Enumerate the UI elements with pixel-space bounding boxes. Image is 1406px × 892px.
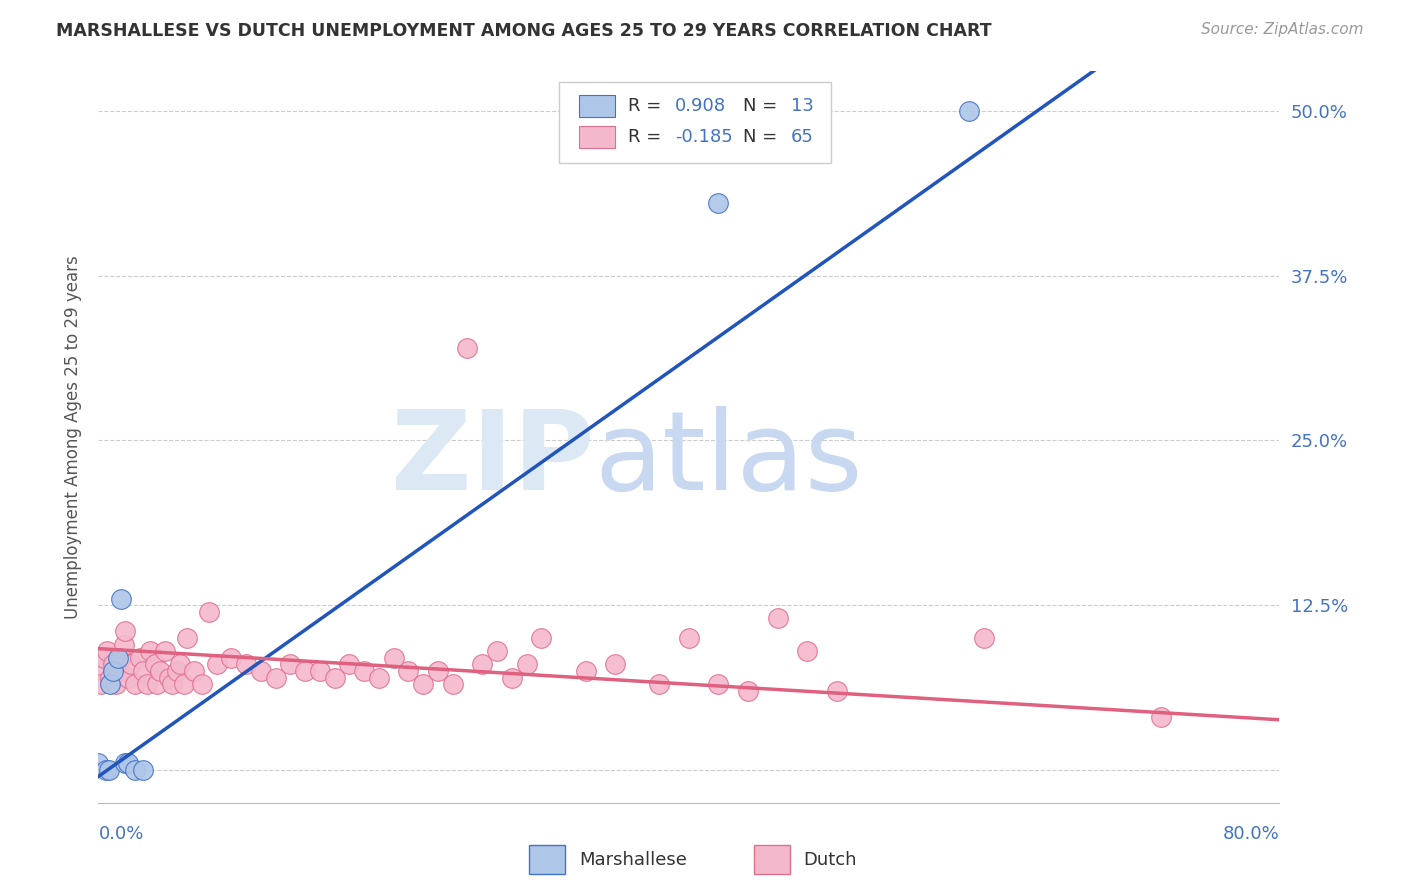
Point bbox=[309, 664, 332, 678]
Point bbox=[294, 664, 316, 678]
Point bbox=[766, 611, 789, 625]
Text: 13: 13 bbox=[790, 97, 814, 115]
Point bbox=[323, 671, 346, 685]
Point bbox=[456, 341, 478, 355]
Point bbox=[124, 763, 146, 777]
Point bbox=[825, 683, 848, 698]
Text: 0.908: 0.908 bbox=[675, 97, 725, 115]
Point bbox=[128, 650, 150, 665]
Text: 0.0%: 0.0% bbox=[98, 825, 143, 843]
Point bbox=[198, 605, 221, 619]
Point bbox=[143, 657, 166, 672]
Point bbox=[183, 664, 205, 678]
Point bbox=[132, 664, 155, 678]
Point bbox=[87, 664, 110, 678]
Text: R =: R = bbox=[627, 97, 666, 115]
Text: 80.0%: 80.0% bbox=[1223, 825, 1279, 843]
Text: MARSHALLESE VS DUTCH UNEMPLOYMENT AMONG AGES 25 TO 29 YEARS CORRELATION CHART: MARSHALLESE VS DUTCH UNEMPLOYMENT AMONG … bbox=[56, 22, 991, 40]
Text: N =: N = bbox=[744, 97, 783, 115]
Point bbox=[441, 677, 464, 691]
Bar bbox=[579, 95, 614, 118]
Point bbox=[427, 664, 450, 678]
Text: Dutch: Dutch bbox=[803, 851, 856, 869]
Point bbox=[103, 657, 125, 672]
Point bbox=[486, 644, 509, 658]
Point bbox=[205, 657, 228, 672]
Point bbox=[648, 677, 671, 691]
Point bbox=[574, 664, 596, 678]
Point bbox=[250, 664, 273, 678]
Point bbox=[103, 664, 125, 678]
Point bbox=[1150, 710, 1173, 724]
Text: N =: N = bbox=[744, 128, 783, 146]
Point bbox=[707, 196, 730, 211]
Point bbox=[737, 683, 759, 698]
Point bbox=[110, 650, 132, 665]
Point bbox=[707, 677, 730, 691]
Point bbox=[605, 657, 627, 672]
Point bbox=[382, 650, 405, 665]
Point bbox=[114, 756, 136, 771]
Point bbox=[176, 631, 198, 645]
Point bbox=[96, 644, 118, 658]
Point bbox=[169, 657, 191, 672]
Point bbox=[114, 624, 136, 639]
Point bbox=[796, 644, 818, 658]
Point bbox=[396, 664, 419, 678]
Point bbox=[98, 671, 121, 685]
Text: -0.185: -0.185 bbox=[675, 128, 733, 146]
Point bbox=[120, 657, 142, 672]
Point bbox=[501, 671, 523, 685]
Point bbox=[191, 677, 214, 691]
Point bbox=[471, 657, 494, 672]
Point bbox=[162, 677, 183, 691]
Point bbox=[149, 664, 172, 678]
Point bbox=[93, 650, 115, 665]
Point bbox=[146, 677, 169, 691]
Point bbox=[105, 677, 128, 691]
Point bbox=[264, 671, 287, 685]
Point bbox=[337, 657, 360, 672]
Point bbox=[94, 763, 117, 777]
Point bbox=[166, 664, 188, 678]
Point bbox=[107, 650, 129, 665]
Point bbox=[139, 644, 162, 658]
Point bbox=[219, 650, 242, 665]
Point bbox=[235, 657, 257, 672]
Text: 65: 65 bbox=[790, 128, 814, 146]
Point bbox=[87, 756, 110, 771]
Y-axis label: Unemployment Among Ages 25 to 29 years: Unemployment Among Ages 25 to 29 years bbox=[63, 255, 82, 619]
Point bbox=[112, 638, 135, 652]
Point bbox=[959, 103, 981, 118]
Point bbox=[110, 591, 132, 606]
Point bbox=[515, 657, 537, 672]
Point bbox=[117, 671, 139, 685]
Bar bbox=[579, 126, 614, 148]
Point bbox=[530, 631, 553, 645]
Point bbox=[108, 664, 131, 678]
Point bbox=[173, 677, 195, 691]
Point bbox=[153, 644, 176, 658]
Point bbox=[98, 677, 121, 691]
Text: Marshallese: Marshallese bbox=[579, 851, 688, 869]
Point bbox=[678, 631, 700, 645]
Text: R =: R = bbox=[627, 128, 666, 146]
Point bbox=[973, 631, 995, 645]
Point bbox=[157, 671, 180, 685]
Point bbox=[353, 664, 375, 678]
Text: atlas: atlas bbox=[595, 406, 863, 513]
Point bbox=[90, 677, 112, 691]
Text: Source: ZipAtlas.com: Source: ZipAtlas.com bbox=[1201, 22, 1364, 37]
Point bbox=[117, 756, 139, 771]
FancyBboxPatch shape bbox=[560, 82, 831, 162]
Point bbox=[97, 763, 120, 777]
Text: ZIP: ZIP bbox=[391, 406, 595, 513]
Point bbox=[412, 677, 434, 691]
Point bbox=[278, 657, 302, 672]
Point bbox=[368, 671, 391, 685]
Point bbox=[136, 677, 159, 691]
Point bbox=[124, 677, 146, 691]
Point bbox=[132, 763, 155, 777]
